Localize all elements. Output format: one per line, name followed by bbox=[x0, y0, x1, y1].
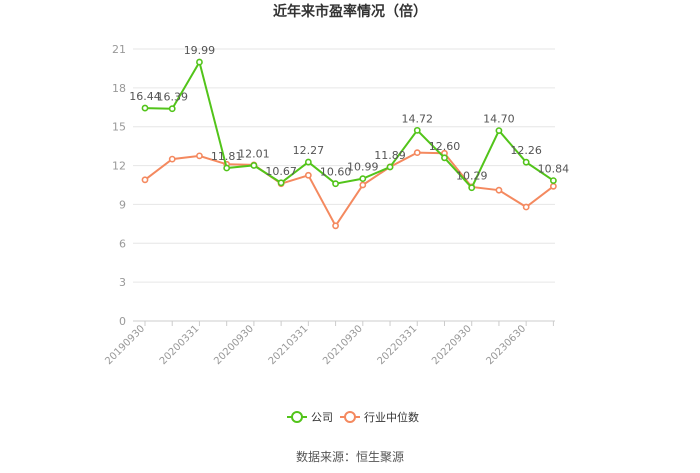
x-tick-label: 20190930 bbox=[103, 323, 147, 367]
data-point bbox=[250, 162, 258, 169]
data-point bbox=[413, 126, 421, 134]
data-point bbox=[304, 158, 312, 166]
data-label: 12.60 bbox=[429, 140, 461, 153]
legend-item-industry-median[interactable]: 行业中位数 bbox=[340, 410, 419, 424]
y-tick-label: 21 bbox=[112, 43, 126, 56]
y-tick-label: 9 bbox=[119, 198, 126, 211]
series-line bbox=[144, 59, 554, 190]
y-tick-label: 6 bbox=[119, 237, 126, 250]
y-tick-label: 0 bbox=[119, 315, 126, 328]
data-label: 14.70 bbox=[483, 113, 515, 126]
data-point bbox=[223, 164, 231, 172]
data-point bbox=[304, 171, 312, 179]
data-point bbox=[522, 203, 530, 211]
data-point bbox=[549, 177, 557, 184]
data-label: 11.89 bbox=[374, 149, 406, 162]
data-label: 10.67 bbox=[265, 165, 297, 178]
data-point bbox=[495, 186, 503, 194]
x-tick-label: 20210930 bbox=[321, 323, 365, 367]
data-point bbox=[332, 222, 339, 230]
chart-title: 近年来市盈率情况（倍） bbox=[273, 3, 427, 20]
data-point bbox=[168, 105, 176, 113]
legend-label: 公司 bbox=[311, 411, 333, 424]
x-tick-label: 20220930 bbox=[430, 323, 474, 367]
data-point bbox=[522, 158, 530, 166]
data-point bbox=[359, 175, 367, 183]
y-tick-label: 3 bbox=[119, 276, 126, 289]
x-tick-label: 20210331 bbox=[267, 323, 311, 367]
y-axis-ticks: 0 3 6 9 12 15 18 21 bbox=[112, 43, 126, 328]
data-point bbox=[141, 104, 149, 112]
data-label: 12.01 bbox=[238, 147, 270, 160]
y-tick-label: 15 bbox=[112, 121, 126, 134]
x-tick-label: 20200930 bbox=[212, 323, 256, 367]
x-tick-label: 20220331 bbox=[376, 323, 420, 367]
data-label: 12.26 bbox=[510, 144, 542, 157]
y-tick-label: 12 bbox=[112, 160, 126, 173]
data-point bbox=[359, 181, 367, 189]
data-point bbox=[441, 154, 448, 162]
data-point bbox=[468, 184, 476, 192]
data-label: 10.60 bbox=[320, 166, 352, 179]
data-point bbox=[168, 155, 176, 163]
series-line bbox=[144, 151, 554, 228]
data-label: 12.27 bbox=[293, 144, 325, 157]
data-label: 19.99 bbox=[184, 44, 216, 57]
data-point bbox=[413, 149, 421, 157]
data-point bbox=[196, 152, 203, 160]
data-point bbox=[141, 176, 149, 184]
legend-label: 行业中位数 bbox=[364, 410, 419, 424]
legend-swatch-marker bbox=[344, 411, 356, 423]
data-point bbox=[386, 163, 394, 171]
data-label: 10.29 bbox=[456, 170, 488, 183]
data-label: 16.44 bbox=[129, 90, 161, 103]
data-source-note: 数据来源：恒生聚源 bbox=[296, 449, 404, 464]
data-label: 11.81 bbox=[211, 150, 243, 163]
x-tick-label: 20200331 bbox=[158, 323, 202, 367]
x-axis: 20190930 20200331 20200930 20210331 20210930… bbox=[103, 320, 555, 367]
legend[interactable]: 公司 行业中位数 bbox=[287, 410, 419, 424]
data-point bbox=[332, 180, 339, 188]
y-tick-label: 18 bbox=[112, 82, 126, 95]
x-tick-label: 20230630 bbox=[485, 323, 529, 367]
data-label: 16.39 bbox=[156, 91, 188, 104]
data-point bbox=[495, 127, 503, 134]
data-point bbox=[196, 58, 203, 66]
data-point bbox=[549, 182, 557, 190]
grid-lines bbox=[133, 48, 555, 283]
data-point bbox=[277, 179, 285, 187]
data-label: 14.72 bbox=[402, 112, 434, 125]
legend-swatch-marker bbox=[291, 411, 303, 423]
legend-item-company[interactable]: 公司 bbox=[287, 411, 333, 424]
data-label: 10.84 bbox=[538, 163, 570, 176]
data-label: 10.99 bbox=[347, 161, 379, 174]
